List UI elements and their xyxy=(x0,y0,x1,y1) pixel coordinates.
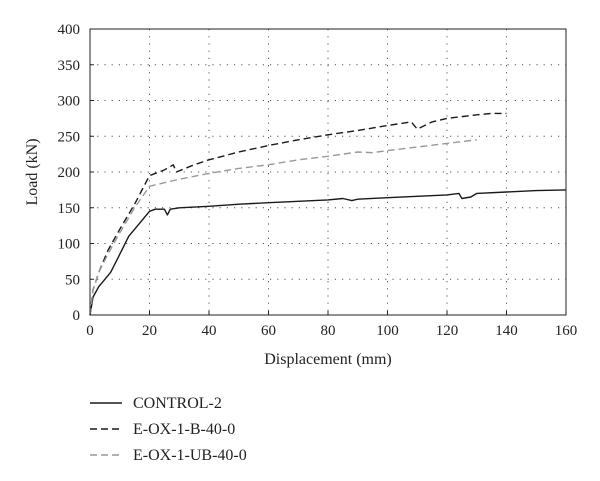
y-tick-label: 300 xyxy=(58,94,81,110)
y-tick-label: 250 xyxy=(58,129,81,145)
tick-labels: 0 20 40 60 80 100 120 140 160 0 50 100 150 200 250 300 3… xyxy=(58,22,578,339)
x-tick-label: 120 xyxy=(436,323,459,339)
y-tick-label: 50 xyxy=(65,272,80,288)
x-tick-label: 60 xyxy=(261,323,276,339)
series-line-1 xyxy=(89,112,507,316)
x-tick-label: 100 xyxy=(376,323,399,339)
x-tick-label: 20 xyxy=(142,323,157,339)
series-line-2 xyxy=(89,139,477,316)
x-tick-label: 40 xyxy=(202,323,217,339)
legend-label-1: E-OX-1-B-40-0 xyxy=(133,421,235,438)
legend: CONTROL-2 E-OX-1-B-40-0 E-OX-1-UB-40-0 xyxy=(90,395,247,464)
series-line-0 xyxy=(89,189,567,316)
y-axis-label: Load (kN) xyxy=(24,138,41,205)
x-tick-label: 160 xyxy=(555,323,578,339)
x-axis-label: Displacement (mm) xyxy=(264,351,392,368)
y-tick-label: 150 xyxy=(58,201,81,217)
series-layer xyxy=(89,112,567,316)
x-tick-label: 80 xyxy=(321,323,336,339)
x-tick-label: 0 xyxy=(86,323,94,339)
y-tick-label: 0 xyxy=(73,308,81,324)
legend-label-2: E-OX-1-UB-40-0 xyxy=(133,447,247,464)
y-tick-label: 100 xyxy=(58,237,81,253)
y-tick-label: 350 xyxy=(58,58,81,74)
y-tick-label: 200 xyxy=(58,165,81,181)
grid xyxy=(89,28,567,316)
legend-label-0: CONTROL-2 xyxy=(133,395,222,412)
y-tick-label: 400 xyxy=(58,22,81,38)
plot-frame xyxy=(89,28,567,316)
x-tick-label: 140 xyxy=(495,323,518,339)
